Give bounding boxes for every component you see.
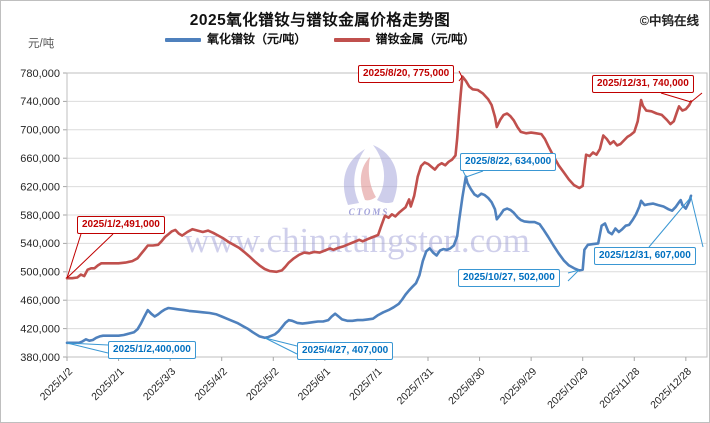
y-tick-label: 380,000 xyxy=(20,352,60,364)
annotation-callout-2025-12-31-blue: 2025/12/31, 607,000 xyxy=(594,247,696,265)
annotation-callout-2025-4-27-blue: 2025/4/27, 407,000 xyxy=(297,342,394,360)
legend-label-oxide: 氧化镨钕（元/吨） xyxy=(206,32,307,46)
callout-leader xyxy=(66,233,82,279)
annotation-callout-2025-8-22-blue: 2025/8/22, 634,000 xyxy=(460,153,557,171)
callout-leader xyxy=(66,233,114,279)
y-tick-label: 620,000 xyxy=(20,181,60,193)
legend-item-metal: 镨钕金属（元/吨） xyxy=(333,30,476,47)
y-tick-label: 540,000 xyxy=(20,238,60,250)
series-line-metal xyxy=(65,75,693,280)
watermark-logo-petal xyxy=(360,157,376,201)
annotation-callout-2025-12-31-red: 2025/12/31, 740,000 xyxy=(592,75,694,93)
y-tick-label: 660,000 xyxy=(20,153,60,165)
watermark-logo-text: CTOMS xyxy=(349,207,390,217)
annotation-callout-2025-8-20-red: 2025/8/20, 775,000 xyxy=(358,65,455,83)
callout-leader xyxy=(567,269,580,274)
callout-leader xyxy=(462,170,467,178)
callout-leader xyxy=(648,196,692,248)
x-tick-label: 2025/4/2 xyxy=(192,366,229,403)
callout-leader xyxy=(567,269,580,282)
callout-leader xyxy=(458,76,463,82)
copyright-label: ©中钨在线 xyxy=(639,14,699,28)
callout-leader xyxy=(66,342,109,354)
chart-title: 2025氧化镨钕与镨钕金属价格走势图 xyxy=(189,12,451,29)
x-tick-label: 2025/2/1 xyxy=(89,366,126,403)
y-tick-label: 460,000 xyxy=(20,295,60,307)
annotation-callout-2025-1-2-blue: 2025/1/2,400,000 xyxy=(108,341,196,359)
callout-leader xyxy=(690,92,703,103)
y-tick-label: 500,000 xyxy=(20,267,60,279)
y-tick-label: 580,000 xyxy=(20,210,60,222)
x-tick-label: 2025/3/3 xyxy=(141,366,178,403)
x-tick-label: 2025/6/1 xyxy=(296,366,333,403)
x-tick-label: 2025/10/29 xyxy=(545,366,591,412)
legend-swatch-oxide xyxy=(164,38,201,42)
legend-swatch-metal xyxy=(333,38,370,42)
watermark-logo-petal xyxy=(373,145,398,204)
annotation-callout-2025-1-2-red: 2025/1/2,491,000 xyxy=(77,216,165,234)
callout-leader xyxy=(264,337,298,347)
y-tick-label: 740,000 xyxy=(20,96,60,108)
y-tick-label: 780,000 xyxy=(20,68,60,80)
legend-item-oxide: 氧化镨钕（元/吨） xyxy=(164,30,307,47)
y-tick-label: 700,000 xyxy=(20,125,60,137)
x-tick-label: 2025/8/30 xyxy=(446,366,488,408)
x-tick-label: 2025/7/31 xyxy=(395,366,437,408)
watermark-logo-petal xyxy=(343,149,365,205)
x-tick-label: 2025/7/1 xyxy=(347,366,384,403)
callout-leader xyxy=(465,170,484,178)
callout-leader xyxy=(690,196,704,248)
x-tick-label: 2025/9/29 xyxy=(498,366,540,408)
callout-leader xyxy=(264,337,298,355)
callout-leader xyxy=(66,342,109,346)
x-tick-label: 2025/1/2 xyxy=(38,366,75,403)
x-tick-label: 2025/12/28 xyxy=(648,366,694,412)
x-tick-label: 2025/5/2 xyxy=(244,366,281,403)
y-tick-label: 420,000 xyxy=(20,323,60,335)
y-axis-unit-label: 元/吨 xyxy=(28,38,55,50)
legend: 氧化镨钕（元/吨） 镨钕金属（元/吨） xyxy=(1,30,639,47)
annotation-callout-2025-10-27-blue: 2025/10/27, 502,000 xyxy=(458,269,560,287)
x-tick-label: 2025/11/28 xyxy=(597,366,642,411)
legend-label-metal: 镨钕金属（元/吨） xyxy=(375,32,476,46)
series-line-oxide xyxy=(65,175,693,345)
callout-leader xyxy=(660,92,692,103)
callout-leader xyxy=(458,70,463,78)
